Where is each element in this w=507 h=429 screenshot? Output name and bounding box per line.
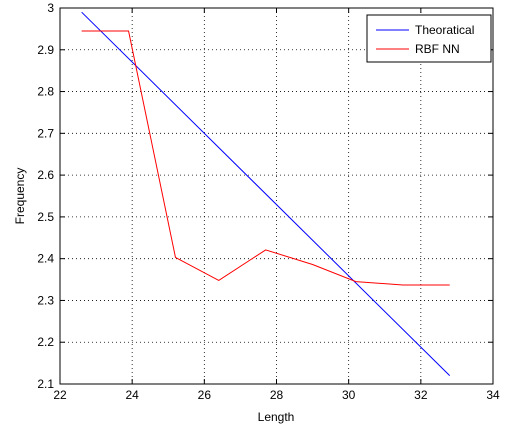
y-tick-label: 2.8 [37,85,54,99]
tick-labels: 22 24 26 28 30 32 34 2.1 2.2 2.3 2.4 2.5 2.6 2.7 2.8 2.… [37,1,500,402]
y-tick-label: 2.6 [37,168,54,182]
y-tick-label: 2.4 [37,252,54,266]
x-tick-label: 34 [486,388,500,402]
theoretical-series-line [81,11,451,377]
x-tick-label: 26 [198,388,212,402]
y-tick-label: 2.2 [37,335,54,349]
x-tick-label: 24 [125,388,139,402]
grid-lines [60,8,493,384]
y-axis-label: Frequency [13,168,27,225]
rbf-nn-series-line [81,30,450,286]
x-tick-label: 28 [270,388,284,402]
x-tick-label: 30 [342,388,356,402]
legend: Theoratical RBF NN [366,14,492,63]
legend-box [366,14,492,63]
series-layer [81,11,451,377]
x-tick-label: 22 [53,388,67,402]
y-tick-label: 3 [47,1,54,15]
y-tick-label: 2.9 [37,43,54,57]
legend-theoretical-label: Theoratical [415,23,474,37]
legend-rbf-label: RBF NN [415,42,460,56]
y-tick-label: 2.7 [37,126,54,140]
y-tick-label: 2.3 [37,293,54,307]
y-tick-label: 2.1 [37,377,54,391]
x-axis-label: Length [258,410,295,424]
x-tick-label: 32 [414,388,428,402]
y-tick-label: 2.5 [37,210,54,224]
